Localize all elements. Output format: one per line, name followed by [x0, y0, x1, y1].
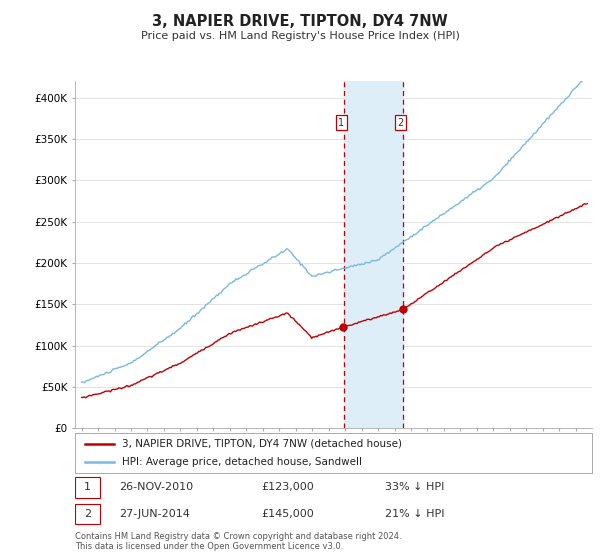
Text: Price paid vs. HM Land Registry's House Price Index (HPI): Price paid vs. HM Land Registry's House …	[140, 31, 460, 41]
Text: 1: 1	[84, 482, 91, 492]
Text: 3, NAPIER DRIVE, TIPTON, DY4 7NW (detached house): 3, NAPIER DRIVE, TIPTON, DY4 7NW (detach…	[122, 439, 401, 449]
Text: 26-NOV-2010: 26-NOV-2010	[119, 482, 193, 492]
Text: HPI: Average price, detached house, Sandwell: HPI: Average price, detached house, Sand…	[122, 458, 362, 467]
Text: 1: 1	[338, 118, 344, 128]
Text: 2: 2	[84, 509, 91, 519]
Text: Contains HM Land Registry data © Crown copyright and database right 2024.
This d: Contains HM Land Registry data © Crown c…	[75, 532, 401, 552]
Text: 2: 2	[397, 118, 403, 128]
Bar	[344, 81, 403, 428]
Text: 21% ↓ HPI: 21% ↓ HPI	[385, 509, 445, 519]
FancyBboxPatch shape	[75, 477, 100, 498]
Text: 3, NAPIER DRIVE, TIPTON, DY4 7NW: 3, NAPIER DRIVE, TIPTON, DY4 7NW	[152, 14, 448, 29]
Text: 27-JUN-2014: 27-JUN-2014	[119, 509, 190, 519]
Text: £123,000: £123,000	[261, 482, 314, 492]
Text: £145,000: £145,000	[261, 509, 314, 519]
Text: 33% ↓ HPI: 33% ↓ HPI	[385, 482, 445, 492]
FancyBboxPatch shape	[75, 504, 100, 524]
